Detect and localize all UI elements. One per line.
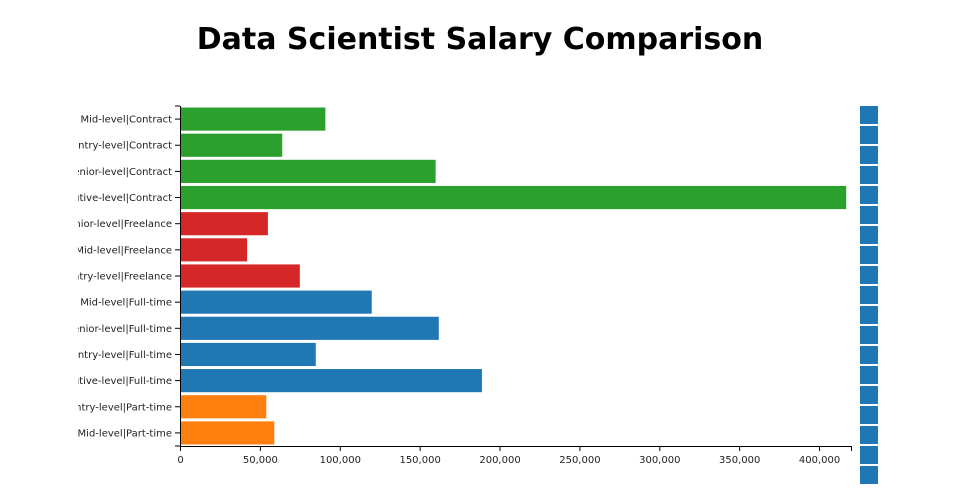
- legend-swatch: [860, 326, 878, 344]
- bar: [181, 421, 275, 445]
- category-label: Entry-level|Freelance: [67, 272, 172, 283]
- category-label: Executive-level|Contract: [50, 193, 173, 204]
- x-tick-label: 150,000: [399, 455, 440, 466]
- legend-swatch: [860, 206, 878, 224]
- bar: [181, 369, 482, 393]
- legend-swatch: [860, 346, 878, 364]
- category-label: Executive-level|Full-time: [49, 376, 172, 387]
- bar: [181, 238, 248, 262]
- bar: [181, 185, 847, 210]
- category-labels-group: Mid-level|Contract Entry-level|Contract Se…: [49, 115, 173, 440]
- category-label: Entry-level|Contract: [72, 141, 172, 152]
- bar: [181, 159, 436, 183]
- bar: [181, 133, 283, 157]
- legend-swatch: [860, 446, 878, 464]
- legend-swatch: [860, 306, 878, 324]
- bar: [181, 264, 300, 288]
- bars-group: [181, 107, 847, 445]
- bar: [181, 342, 316, 367]
- category-label: Mid-level|Part-time: [78, 428, 172, 439]
- legend-swatch: [860, 466, 878, 484]
- category-label: Entry-level|Full-time: [72, 350, 173, 361]
- legend-swatch: [860, 246, 878, 264]
- bar: [181, 290, 372, 314]
- x-tick-label: 0: [177, 455, 183, 466]
- x-tick-label: 50,000: [243, 455, 278, 466]
- legend-swatch: [860, 126, 878, 144]
- legend-swatch: [860, 186, 878, 204]
- category-label: Senior-level|Contract: [67, 167, 172, 178]
- category-label: Mid-level|Freelance: [75, 245, 172, 256]
- chart-title: Data Scientist Salary Comparison: [196, 22, 764, 57]
- legend-swatch: [860, 266, 878, 284]
- category-label: Senior-level|Freelance: [62, 219, 172, 230]
- x-tick-label: 250,000: [559, 455, 600, 466]
- x-tick-label: 100,000: [320, 455, 361, 466]
- x-tick-label: 400,000: [799, 455, 840, 466]
- bar: [181, 316, 439, 340]
- x-tick-label: 300,000: [639, 455, 680, 466]
- legend-swatch: [860, 406, 878, 424]
- x-axis: 0 50,000 100,000 150,000 200,000 250,000 300,0…: [177, 446, 852, 466]
- legend-swatch: [860, 146, 878, 164]
- bar: [181, 212, 268, 236]
- x-tick-label: 350,000: [719, 455, 760, 466]
- category-label: Mid-level|Full-time: [80, 298, 172, 309]
- legend-strip: [860, 106, 878, 484]
- legend-swatch: [860, 166, 878, 184]
- legend-swatch: [860, 106, 878, 124]
- category-label: Entry-level|Part-time: [69, 402, 172, 413]
- x-tick-label: 200,000: [479, 455, 520, 466]
- legend-swatch: [860, 366, 878, 384]
- legend-swatch: [860, 286, 878, 304]
- category-label: Mid-level|Contract: [80, 115, 172, 126]
- legend-swatch: [860, 226, 878, 244]
- bar: [181, 395, 267, 419]
- category-label: Senior-level|Full-time: [67, 324, 172, 335]
- bar: [181, 107, 326, 131]
- legend-swatch: [860, 386, 878, 404]
- y-axis: [175, 105, 181, 447]
- legend-swatch: [860, 426, 878, 444]
